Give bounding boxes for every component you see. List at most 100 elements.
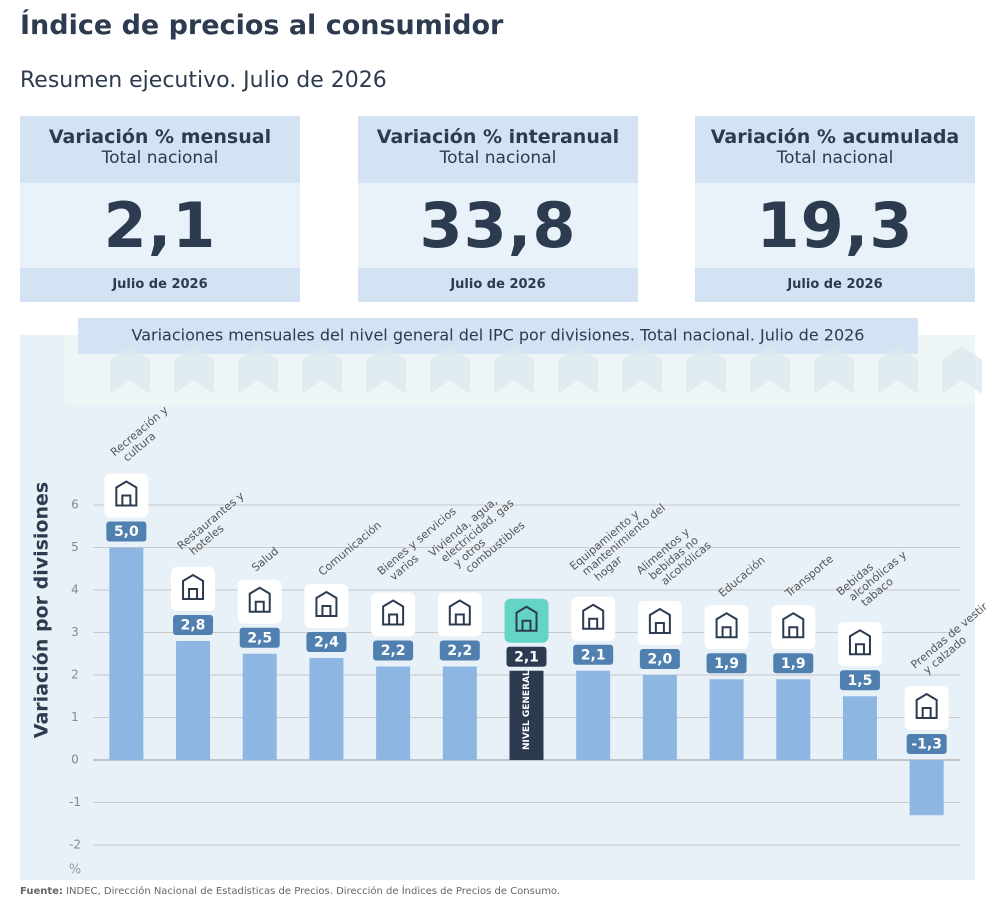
bar [442, 666, 477, 760]
bar [376, 666, 411, 760]
value-label: -1,3 [911, 737, 942, 753]
value-label-box [173, 615, 214, 635]
bar [576, 670, 611, 760]
bar [176, 641, 211, 760]
pattern-shape [238, 346, 278, 394]
bar [842, 696, 877, 760]
y-tick-label: 2 [71, 668, 79, 682]
card-period: Julio de 2026 [358, 268, 638, 302]
value-label-box [573, 644, 614, 665]
icon [448, 599, 471, 626]
card-period: Julio de 2026 [20, 268, 300, 302]
bar [509, 670, 544, 760]
value-label: 1,5 [848, 673, 873, 689]
y-tick-label: 4 [71, 583, 79, 597]
icon [782, 612, 805, 639]
card-title: Variación % interanual [376, 126, 620, 148]
y-tick-label: 0 [71, 753, 79, 767]
bar [709, 679, 744, 760]
y-tick-label: 1 [71, 710, 79, 724]
value-label: 5,0 [114, 524, 139, 540]
pattern-shape [110, 346, 150, 394]
pattern-shape [942, 346, 982, 394]
value-label-box [706, 653, 747, 674]
value-label: 2,0 [647, 652, 672, 668]
pattern-shape [494, 346, 534, 394]
icon [915, 692, 938, 719]
value-label-box [306, 632, 347, 652]
y-tick-label: 6 [71, 498, 79, 512]
bar [109, 547, 144, 760]
value-label-box [439, 640, 480, 661]
value-label: 2,4 [314, 635, 339, 651]
pattern-shape [366, 346, 406, 394]
kpi-card: Variación % acumulada Total nacional 19,3… [695, 116, 975, 302]
value-label: 2,1 [581, 647, 606, 663]
card-header: Variación % acumulada Total nacional [695, 116, 975, 183]
icon [182, 573, 205, 600]
value-label-box [906, 734, 947, 754]
chart-title: Variaciones mensuales del nivel general … [132, 326, 865, 345]
card-header: Variación % interanual Total nacional [358, 116, 638, 183]
source-label: Fuente: [20, 886, 63, 897]
value-label-box [639, 649, 680, 669]
chart-title-box [78, 318, 918, 354]
value-label-box [239, 627, 280, 648]
card-value: 33,8 [358, 183, 638, 268]
icon [582, 603, 605, 630]
pattern-shape [430, 346, 470, 394]
pattern-shape [686, 346, 726, 394]
icon [248, 586, 271, 613]
pattern-shape [558, 346, 598, 394]
card-title: Variación % mensual [48, 126, 272, 148]
value-label-box [106, 521, 147, 542]
icon [848, 629, 871, 656]
value-label: 2,1 [514, 649, 539, 665]
pattern-shape [750, 346, 790, 394]
kpi-card: Variación % mensual Total nacional 2,1 Ju… [20, 116, 300, 302]
bar [242, 653, 277, 760]
card-subtitle: Total nacional [439, 148, 557, 168]
card-value: 19,3 [695, 183, 975, 268]
y-tick-label: 3 [71, 625, 79, 639]
value-label-box [839, 670, 880, 691]
value-label: 2,8 [181, 618, 206, 634]
icon [715, 612, 738, 639]
pattern-shape [814, 346, 854, 394]
card-subtitle: Total nacional [101, 148, 219, 168]
card-value: 2,1 [20, 183, 300, 268]
value-label: 2,2 [381, 643, 406, 659]
card-subtitle: Total nacional [776, 148, 894, 168]
bar [909, 760, 944, 816]
icon [115, 480, 138, 507]
pattern-shape [878, 346, 918, 394]
icon [515, 605, 538, 632]
value-label-box [373, 640, 414, 661]
icon [648, 607, 671, 634]
y-tick-label: 5 [71, 540, 79, 554]
kpi-card: Variación % interanual Total nacional 33,… [358, 116, 638, 302]
page-title: Índice de precios al consumidor [20, 10, 504, 41]
pattern-shape [174, 346, 214, 394]
value-label: 2,2 [447, 643, 472, 659]
bar [776, 679, 811, 760]
pattern-shape [302, 346, 342, 394]
value-label: 2,5 [247, 630, 272, 646]
y-tick-label: -2 [69, 838, 81, 852]
page-subtitle: Resumen ejecutivo. Julio de 2026 [20, 68, 387, 93]
value-label-box [506, 646, 547, 667]
value-label: 1,9 [781, 656, 806, 672]
y-axis-label: Variación por divisiones [31, 482, 53, 738]
value-label-box [773, 653, 814, 674]
icon [382, 599, 405, 626]
bar [642, 675, 677, 760]
card-header: Variación % mensual Total nacional [20, 116, 300, 183]
card-title: Variación % acumulada [710, 126, 960, 148]
y-unit: % [69, 863, 81, 878]
pattern-shape [622, 346, 662, 394]
x-tick-label: NIVEL GENERAL [522, 670, 532, 750]
value-label: 1,9 [714, 656, 739, 672]
source: Fuente: INDEC, Dirección Nacional de Est… [20, 886, 560, 897]
